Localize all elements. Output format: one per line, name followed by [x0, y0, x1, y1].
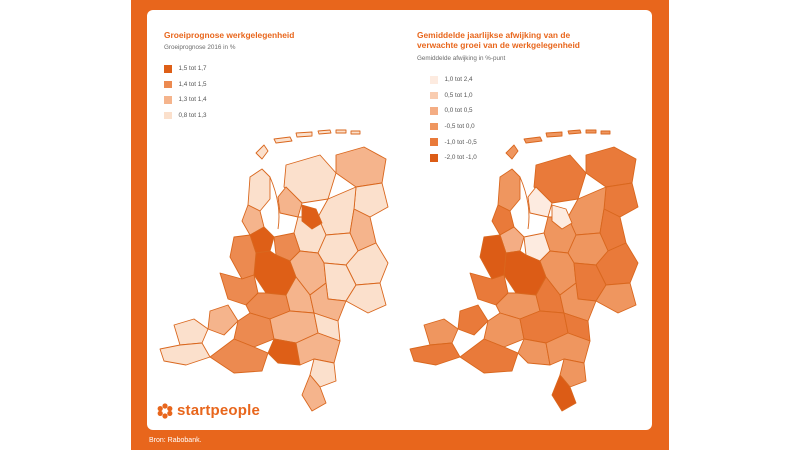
wadden-island — [545, 131, 563, 138]
region — [559, 358, 587, 388]
right-map-title-line2: verwachte groei van de werkgelegenheid — [417, 40, 580, 50]
legend-label: 1,0 tot 2,4 — [444, 76, 473, 84]
legend-swatch — [430, 76, 438, 84]
legend-item: -0,5 tot 0,0 — [430, 119, 477, 135]
right-map-title-line1: Gemiddelde jaarlijkse afwijking van de — [417, 30, 571, 40]
legend-swatch — [430, 154, 438, 162]
region — [345, 282, 387, 314]
legend-swatch — [430, 122, 438, 131]
legend-swatch — [164, 65, 172, 73]
region — [301, 374, 327, 412]
legend-item: 1,5 tot 1,7 — [164, 61, 207, 77]
region — [423, 318, 459, 346]
legend-label: 0,0 tot 0,5 — [444, 107, 473, 115]
region — [267, 338, 301, 366]
right-map-subtitle: Gemiddelde afwijking in %-punt — [417, 55, 506, 62]
wadden-island — [505, 144, 519, 160]
region — [173, 318, 209, 346]
legend-label: 0,5 tot 1,0 — [444, 91, 473, 99]
legend-swatch — [164, 111, 172, 120]
legend-label: 1,5 tot 1,7 — [178, 65, 207, 73]
left-map-subtitle: Groeiprognose 2016 in % — [164, 44, 236, 51]
region — [595, 282, 637, 314]
region — [159, 342, 211, 366]
region — [207, 304, 239, 336]
wadden-island — [295, 131, 313, 138]
right-legend: 1,0 tot 2,4 0,5 tot 1,0 0,0 tot 0,5 -0,5… — [430, 72, 477, 166]
wadden-island — [255, 144, 269, 160]
wadden-island — [273, 136, 293, 144]
region — [459, 338, 519, 374]
legend-label: 0,8 tot 1,3 — [178, 112, 207, 120]
ijsselmeer-coastline — [269, 176, 280, 230]
region — [247, 168, 271, 212]
region — [209, 338, 269, 374]
region — [479, 234, 507, 280]
legend-label: 1,4 tot 1,5 — [178, 80, 207, 88]
legend-swatch — [164, 96, 172, 104]
legend-item: -1,0 tot -0,5 — [430, 134, 477, 150]
region — [517, 338, 551, 366]
wadden-island — [523, 136, 543, 144]
region — [497, 168, 521, 212]
region — [277, 186, 303, 218]
left-netherlands-map — [159, 129, 389, 412]
left-legend: 1,5 tot 1,7 1,4 tot 1,5 1,3 tot 1,4 0,8 … — [164, 61, 207, 123]
legend-item: 1,0 tot 2,4 — [430, 72, 477, 88]
ijsselmeer-coastline — [519, 176, 530, 230]
region — [457, 304, 489, 336]
legend-item: 0,5 tot 1,0 — [430, 88, 477, 104]
wadden-island — [600, 130, 611, 135]
legend-item: 0,0 tot 0,5 — [430, 103, 477, 119]
region — [551, 374, 577, 412]
legend-swatch — [164, 80, 172, 89]
region — [409, 342, 461, 366]
legend-swatch — [430, 107, 438, 115]
wadden-island — [585, 129, 597, 134]
legend-swatch — [430, 138, 438, 146]
legend-swatch — [430, 91, 438, 100]
legend-label: 1,3 tot 1,4 — [178, 96, 207, 104]
region — [585, 146, 637, 188]
region — [309, 358, 337, 388]
region — [335, 146, 387, 188]
region — [301, 204, 323, 230]
source-note: Bron: Rabobank. — [149, 437, 202, 444]
legend-item: 1,3 tot 1,4 — [164, 92, 207, 108]
asterisk-flower-icon — [157, 402, 173, 419]
brand-name: startpeople — [177, 402, 261, 419]
legend-item: -2,0 tot -1,0 — [430, 150, 477, 166]
wadden-island — [350, 130, 361, 135]
legend-item: 0,8 tot 1,3 — [164, 108, 207, 124]
legend-label: -1,0 tot -0,5 — [444, 138, 477, 146]
region — [229, 234, 257, 280]
region — [551, 204, 573, 230]
legend-label: -2,0 tot -1,0 — [444, 154, 477, 162]
wadden-island — [317, 129, 332, 135]
wadden-island — [335, 129, 347, 134]
legend-item: 1,4 tot 1,5 — [164, 77, 207, 93]
left-map-title: Groeiprognose werkgelegenheid — [164, 30, 295, 40]
startpeople-logo: startpeople — [157, 402, 260, 419]
region — [527, 186, 553, 218]
right-netherlands-map — [409, 129, 639, 412]
wadden-island — [567, 129, 582, 135]
legend-label: -0,5 tot 0,0 — [444, 123, 475, 131]
